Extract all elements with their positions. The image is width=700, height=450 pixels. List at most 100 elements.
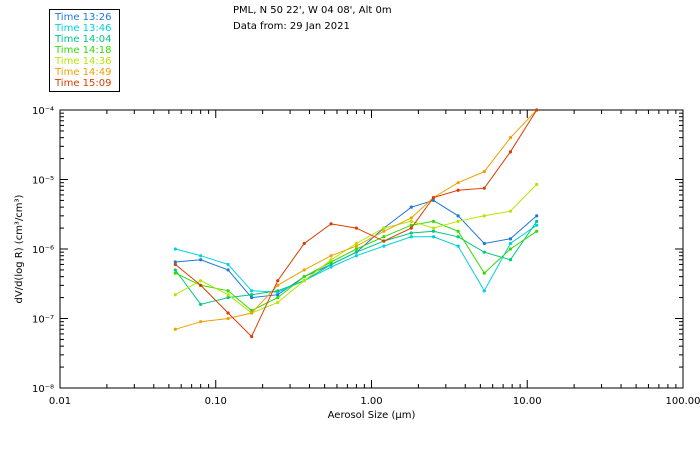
data-point — [302, 279, 306, 283]
legend-entry: Time 13:26 — [55, 12, 112, 23]
data-point — [456, 188, 460, 192]
data-point — [482, 186, 486, 190]
data-point — [482, 271, 486, 275]
legend: Time 13:26 Time 13:46 Time 14:04 Time 14:18… — [49, 9, 120, 92]
data-point — [302, 241, 306, 246]
data-point — [354, 241, 359, 246]
data-point — [250, 334, 254, 339]
data-point — [276, 289, 280, 293]
data-point — [354, 254, 359, 258]
data-point — [329, 254, 333, 258]
legend-entry: Time 14:18 — [55, 45, 112, 56]
legend-entry: Time 15:09 — [55, 78, 112, 89]
data-point — [508, 150, 513, 154]
data-point — [329, 258, 333, 262]
data-point — [226, 289, 230, 293]
data-point — [250, 311, 254, 315]
data-point — [409, 231, 413, 235]
data-point — [199, 254, 203, 258]
data-point — [456, 244, 460, 248]
data-point — [276, 293, 280, 297]
data-point — [173, 293, 177, 297]
data-point — [431, 226, 436, 230]
legend-entry: Time 14:36 — [55, 56, 112, 67]
x-tick-label: 0.10 — [205, 396, 227, 407]
series-line-2 — [175, 224, 537, 293]
data-point — [508, 247, 513, 251]
x-tick-label: 1.00 — [360, 396, 382, 407]
data-point — [409, 219, 413, 223]
data-point — [226, 293, 230, 297]
data-point — [382, 229, 386, 233]
data-point — [409, 205, 413, 209]
data-point — [431, 235, 436, 239]
data-point — [302, 275, 306, 279]
data-point — [508, 237, 513, 241]
y-tick-label: 10⁻⁷ — [32, 315, 54, 326]
x-tick-label: 10.00 — [513, 396, 542, 407]
data-point — [535, 223, 539, 227]
data-point — [382, 226, 386, 230]
data-point — [354, 226, 359, 230]
y-tick-label: 10⁻⁶ — [32, 245, 54, 256]
data-point — [456, 235, 460, 239]
data-point — [482, 289, 486, 293]
data-point — [329, 265, 333, 269]
data-point — [173, 271, 177, 275]
data-point — [329, 262, 333, 267]
data-point — [456, 181, 460, 185]
legend-entry: Time 13:46 — [55, 23, 112, 34]
data-point — [456, 214, 460, 218]
y-axis-label: dV/d(log R) (cm³/cm³) — [14, 194, 25, 303]
data-point — [535, 108, 539, 112]
data-point — [173, 247, 177, 251]
data-point — [250, 293, 254, 297]
data-point — [276, 295, 280, 300]
data-point — [199, 320, 203, 324]
data-point — [508, 209, 513, 213]
data-point — [276, 283, 280, 287]
data-point — [302, 268, 306, 272]
data-point — [535, 214, 539, 218]
data-point — [482, 250, 486, 254]
data-point — [199, 302, 203, 306]
data-point — [226, 268, 230, 272]
data-point — [354, 247, 359, 251]
data-point — [382, 235, 386, 239]
y-tick-label: 10⁻⁴ — [32, 106, 54, 117]
data-point — [276, 300, 280, 305]
data-point — [508, 258, 513, 262]
data-point — [173, 268, 177, 272]
data-point — [250, 295, 254, 300]
data-point — [173, 260, 177, 264]
data-point — [456, 229, 460, 233]
data-point — [535, 182, 539, 187]
data-point — [226, 262, 230, 267]
data-point — [482, 241, 486, 246]
x-tick-label: 100.00 — [666, 396, 700, 407]
data-point — [431, 219, 436, 223]
data-point — [226, 316, 230, 321]
data-point — [354, 250, 359, 254]
data-point — [382, 244, 386, 248]
legend-entry: Time 14:04 — [55, 34, 112, 45]
data-point — [409, 226, 413, 230]
y-tick-label: 10⁻⁸ — [32, 384, 54, 395]
data-point — [508, 136, 513, 140]
data-point — [226, 311, 230, 315]
x-axis-label: Aerosol Size (µm) — [328, 410, 416, 421]
data-point — [354, 244, 359, 248]
data-point — [382, 239, 386, 243]
data-point — [250, 289, 254, 293]
plot-frame — [59, 109, 684, 389]
legend-entry: Time 14:49 — [55, 67, 112, 78]
data-point — [482, 169, 486, 174]
data-point — [199, 283, 203, 287]
data-point — [508, 241, 513, 246]
data-point — [329, 260, 333, 264]
data-point — [409, 216, 413, 220]
data-point — [409, 235, 413, 239]
data-point — [276, 279, 280, 283]
data-point — [199, 258, 203, 262]
